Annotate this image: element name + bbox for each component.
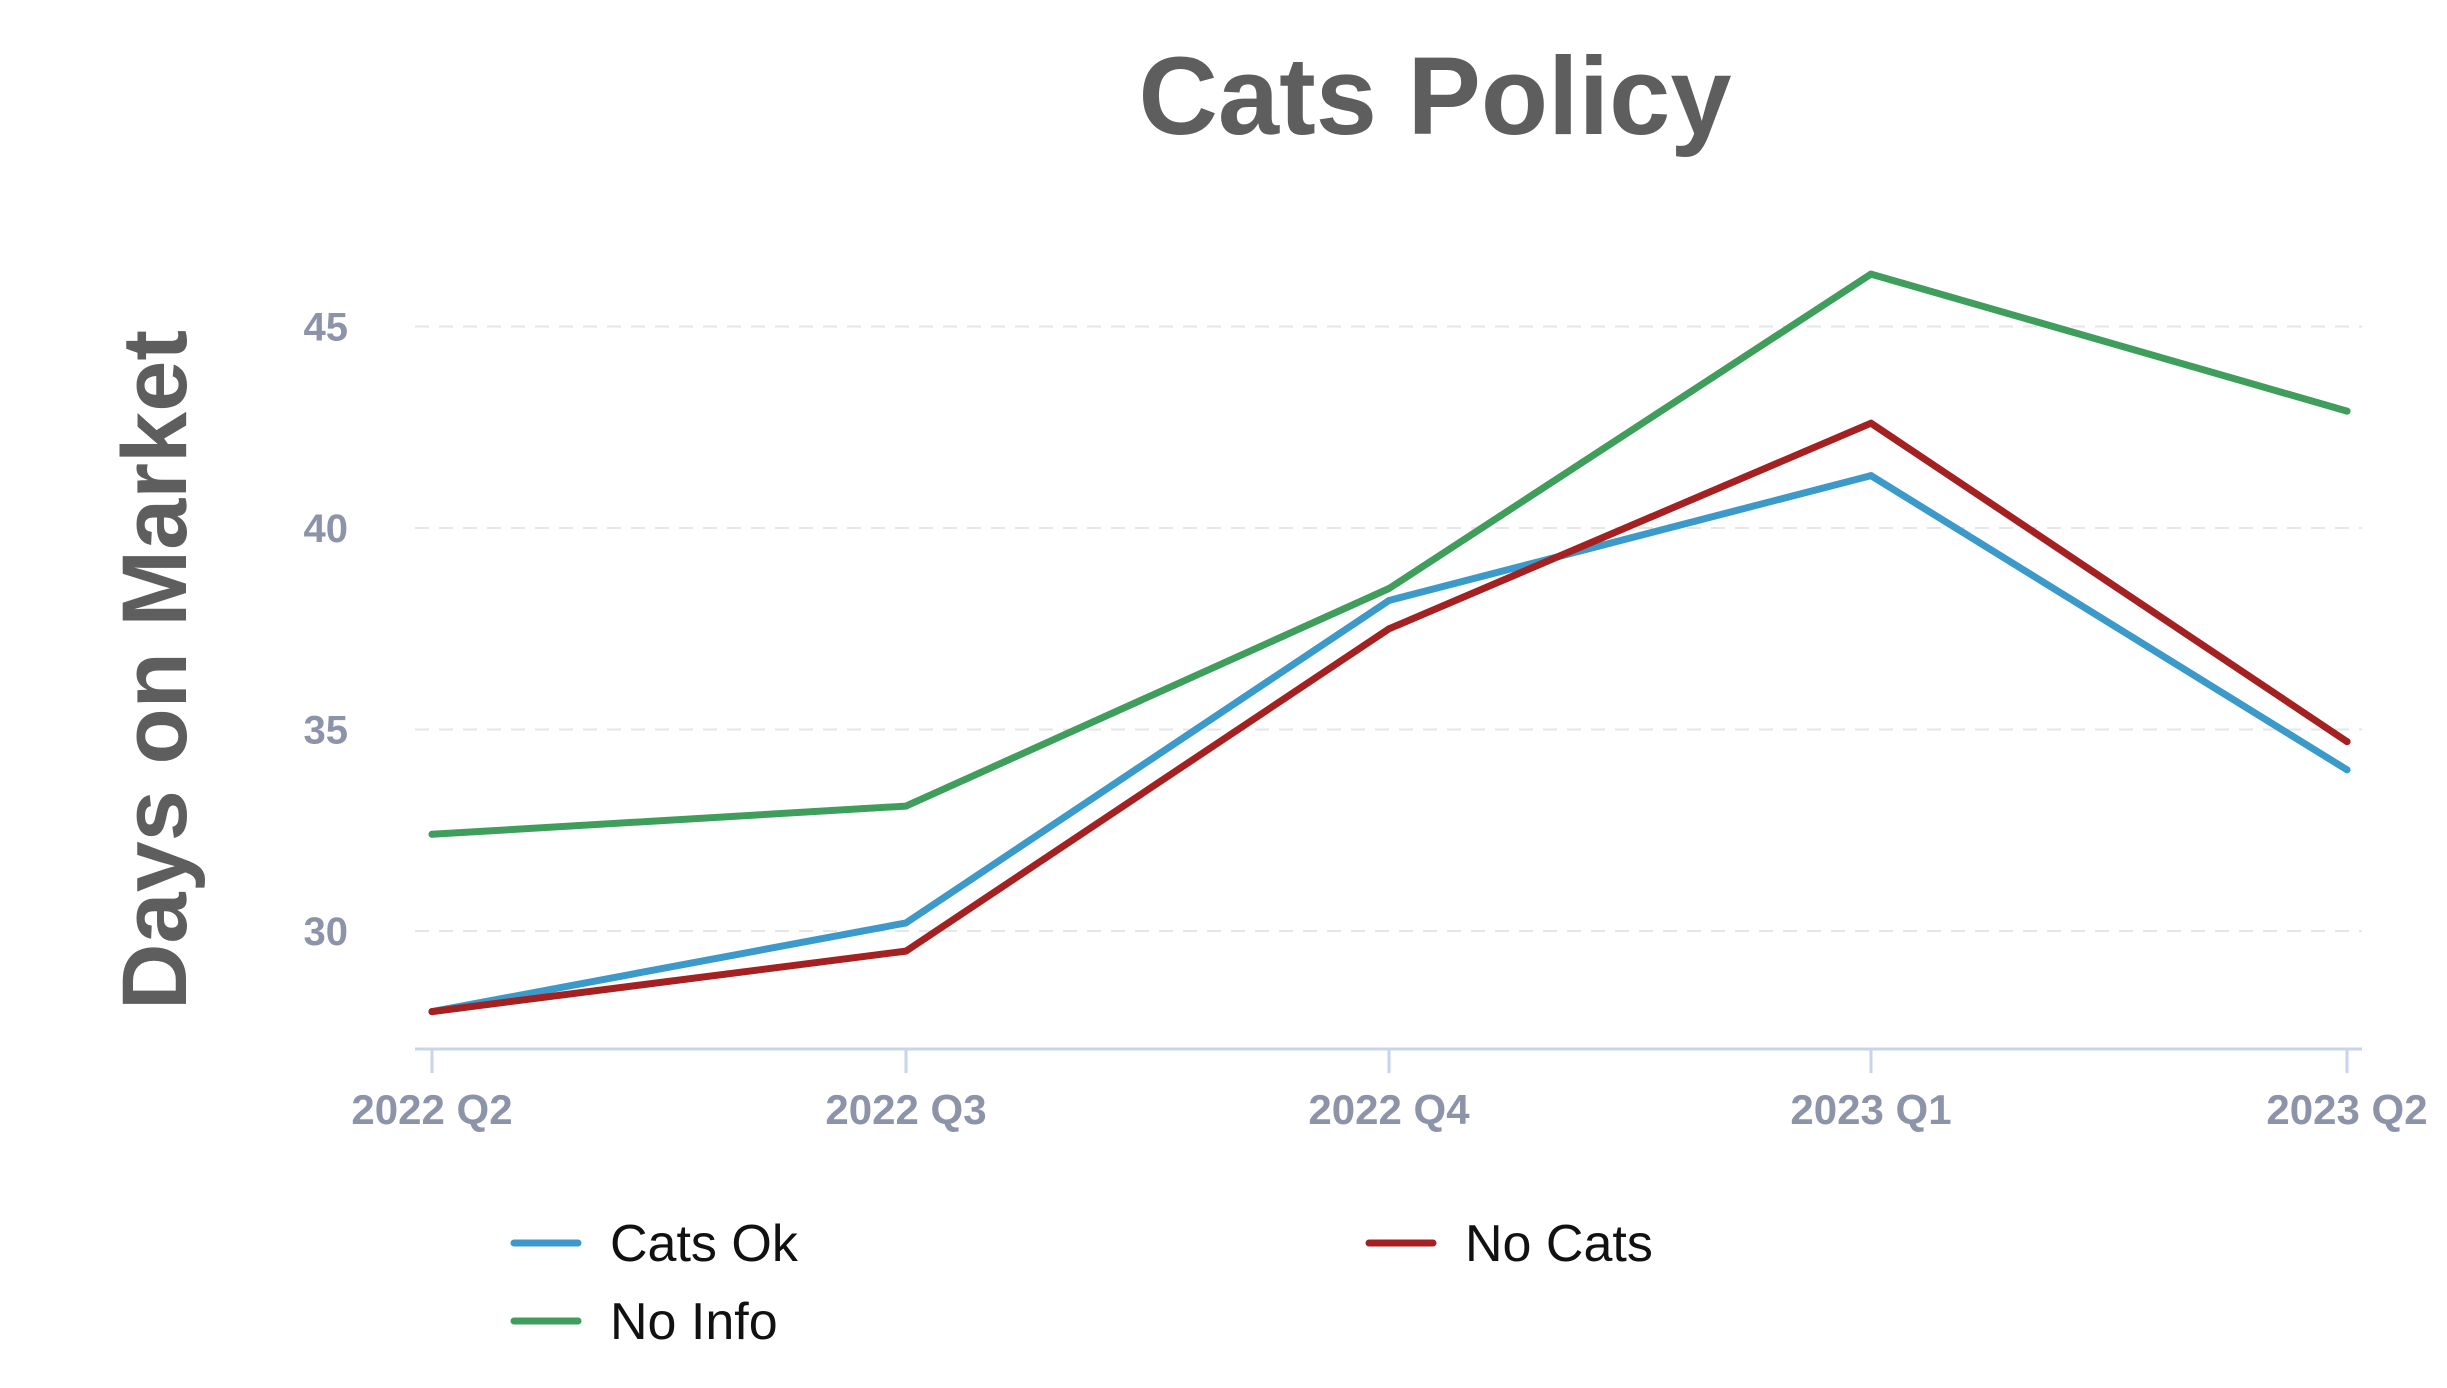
data-point — [902, 802, 910, 810]
y-tick-label: 35 — [304, 709, 349, 753]
x-tick-label: 2022 Q3 — [825, 1086, 986, 1133]
series-line-no-info — [428, 270, 2351, 838]
series-line-no-cats — [428, 419, 2351, 1016]
data-point — [1385, 585, 1393, 592]
y-tick-label: 40 — [304, 507, 349, 551]
data-point — [2343, 766, 2351, 774]
data-point — [2343, 738, 2351, 746]
series-lines — [428, 270, 2351, 1016]
legend-item: Cats Ok — [510, 1215, 799, 1273]
legend: Cats Ok No Cats No Info — [510, 1215, 1653, 1351]
y-axis-label: Days on Market — [104, 330, 206, 1010]
legend-label: No Cats — [1465, 1215, 1653, 1273]
gridlines — [415, 325, 2362, 932]
legend-label: No Info — [610, 1293, 778, 1351]
y-axis: 30 35 40 45 — [304, 306, 349, 955]
data-point — [1867, 472, 1875, 480]
chart-title: Cats Policy — [1138, 35, 1732, 158]
data-point — [902, 947, 910, 955]
data-point — [1867, 270, 1875, 278]
legend-item: No Info — [510, 1293, 778, 1351]
data-point — [1867, 419, 1875, 427]
data-point — [1385, 597, 1393, 604]
data-point — [2343, 407, 2351, 415]
legend-label: Cats Ok — [610, 1215, 799, 1273]
y-tick-label: 30 — [304, 910, 349, 954]
data-point — [428, 1008, 436, 1016]
data-point — [902, 919, 910, 927]
legend-item: No Cats — [1365, 1215, 1653, 1273]
x-tick-label: 2022 Q4 — [1308, 1086, 1470, 1133]
x-tick-label: 2023 Q1 — [1790, 1086, 1951, 1133]
x-tick-label: 2022 Q2 — [351, 1086, 512, 1133]
x-tick-label: 2023 Q2 — [2266, 1086, 2427, 1133]
x-axis: 2022 Q2 2022 Q3 2022 Q4 2023 Q1 2023 Q2 — [351, 1047, 2428, 1133]
y-tick-label: 45 — [304, 306, 349, 350]
data-point — [1385, 625, 1393, 633]
data-point — [428, 830, 436, 838]
